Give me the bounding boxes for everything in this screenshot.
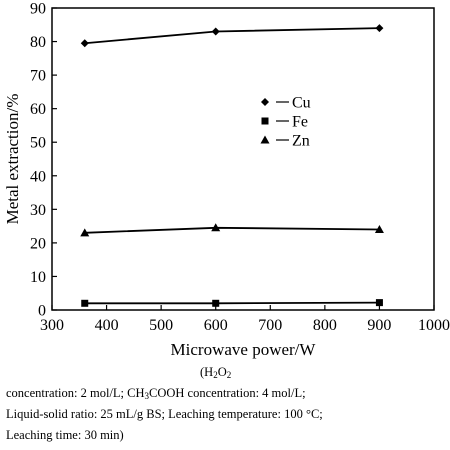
- x-tick-label: 500: [149, 317, 173, 334]
- series-line-zn: [84, 226, 380, 234]
- legend-marker-cu: [261, 98, 269, 106]
- legend-label-cu: Cu: [292, 95, 311, 112]
- series-line-fe: [84, 301, 380, 305]
- chart: 300 400 500 600 700 800 900 1000 0 10 20 30 40 50 60 70…: [3, 1, 450, 360]
- legend-label-fe: Fe: [292, 114, 308, 131]
- point-cu: [375, 24, 384, 33]
- y-axis-title: Metal extraction/%: [3, 94, 22, 225]
- point-fe: [212, 299, 220, 307]
- legend-marker-zn: [260, 135, 270, 144]
- x-tick-label: 700: [258, 317, 282, 334]
- y-tick-label: 80: [30, 34, 46, 51]
- legend-label-zn: Zn: [292, 133, 310, 150]
- x-tick-label: 400: [95, 317, 119, 334]
- x-tick-label: 900: [367, 317, 391, 334]
- y-tick-label: 30: [30, 202, 46, 219]
- series-line-cu: [84, 27, 380, 45]
- caption-line-2: concentration: 2 mol/L; CH3COOH concentr…: [6, 386, 306, 401]
- legend: Cu Fe Zn: [260, 95, 311, 150]
- x-tick-label: 600: [204, 317, 228, 334]
- y-tick-label: 50: [30, 135, 46, 152]
- x-tick-label: 300: [40, 317, 64, 334]
- ticks: 300 400 500 600 700 800 900 1000 0 10 20 30 40 50 60 70…: [30, 1, 450, 335]
- markers: [80, 24, 384, 307]
- legend-marker-fe: [261, 117, 269, 125]
- point-cu: [80, 39, 89, 48]
- x-tick-label: 800: [313, 317, 337, 334]
- series-lines: [84, 27, 380, 305]
- y-tick-label: 70: [30, 68, 46, 85]
- point-cu: [211, 27, 220, 36]
- x-axis-title: Microwave power/W: [171, 340, 317, 359]
- figure-caption: (H2O2 concentration: 2 mol/L; CH3COOH co…: [0, 362, 450, 450]
- caption-line-1: (H2O2: [200, 365, 232, 380]
- y-tick-label: 40: [30, 168, 46, 185]
- caption-line-3: Liquid-solid ratio: 25 mL/g BS; Leaching…: [6, 407, 323, 421]
- point-zn: [80, 228, 90, 237]
- y-tick-label: 90: [30, 1, 46, 18]
- y-tick-label: 60: [30, 101, 46, 118]
- point-fe: [375, 299, 383, 307]
- plot-frame: [51, 7, 435, 311]
- point-zn: [374, 224, 384, 233]
- y-tick-label: 20: [30, 235, 46, 252]
- y-tick-label: 0: [38, 303, 46, 320]
- y-tick-label: 10: [30, 269, 46, 286]
- caption-line-4: Leaching time: 30 min): [6, 428, 124, 442]
- point-zn: [211, 223, 221, 232]
- point-fe: [81, 299, 89, 307]
- x-tick-label: 1000: [418, 317, 450, 334]
